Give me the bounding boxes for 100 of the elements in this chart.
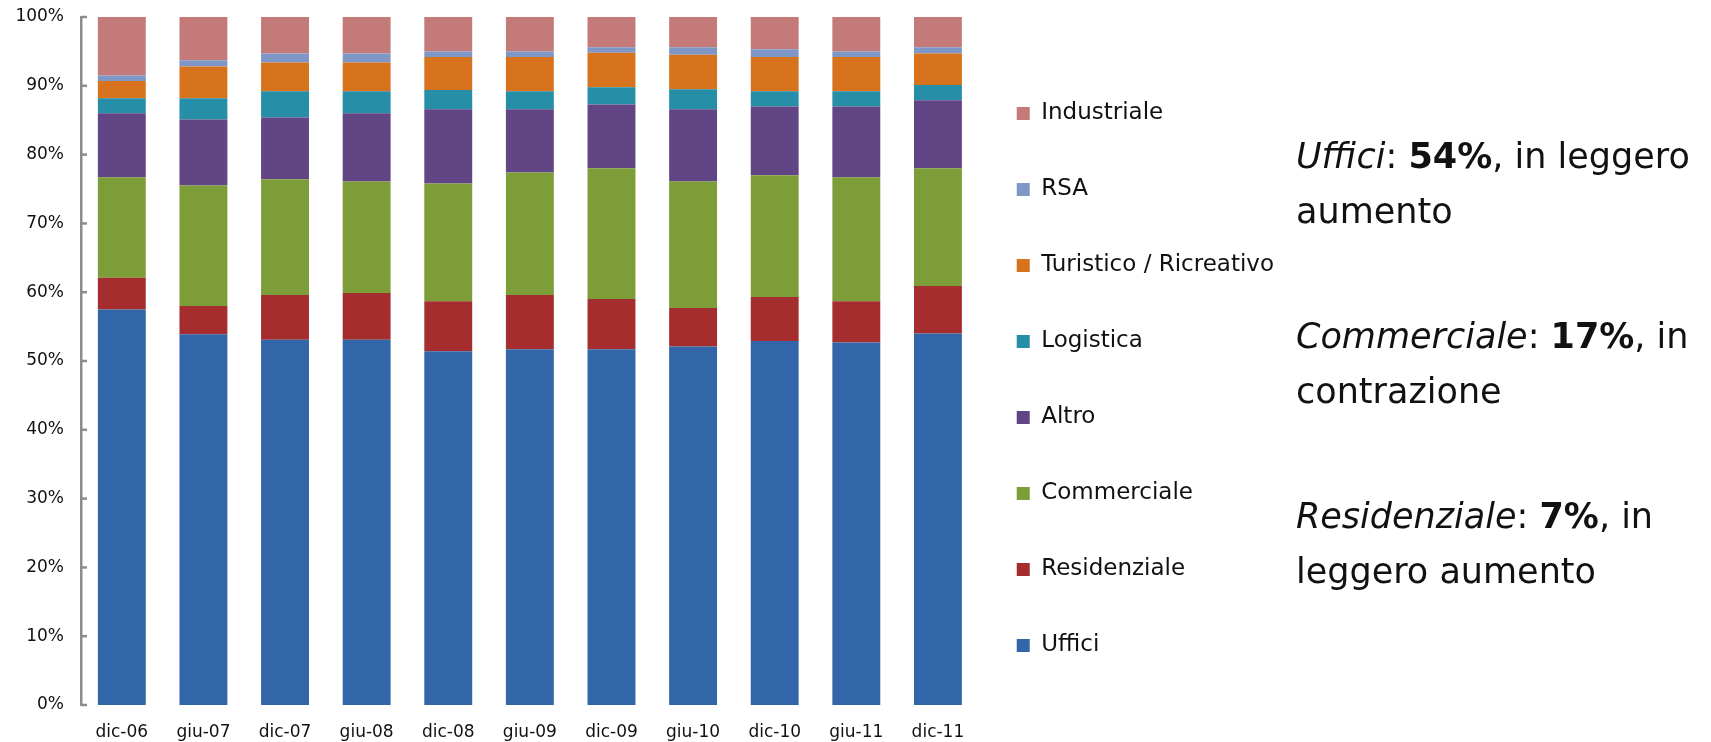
y-tick-label: 100% — [15, 5, 64, 26]
bar — [913, 168, 962, 287]
bar — [750, 49, 799, 57]
bar — [505, 91, 554, 110]
bar — [342, 181, 391, 293]
bar — [750, 341, 799, 705]
bar — [750, 56, 799, 92]
bar — [669, 47, 718, 55]
bar — [97, 277, 146, 310]
bar — [97, 80, 146, 99]
y-tick-label: 30% — [26, 487, 64, 508]
bar — [750, 17, 799, 50]
bar — [179, 17, 228, 61]
bar — [424, 351, 473, 705]
x-tick-label: dic-09 — [585, 720, 638, 741]
bar — [587, 349, 636, 705]
x-tick-label: dic-11 — [911, 720, 965, 741]
bar — [587, 52, 636, 88]
x-tick-label: dic-10 — [748, 720, 802, 741]
bar — [97, 75, 146, 81]
bar — [342, 53, 391, 63]
text: Commerciale: 17%, in contrazione — [1296, 316, 1689, 411]
bar — [913, 100, 962, 169]
bar — [669, 181, 718, 309]
bar — [587, 104, 636, 169]
x-tick-label: giu-07 — [176, 720, 231, 741]
legend-label: Industriale — [1041, 98, 1164, 125]
text: Uffici: 54%, in leggero aumento — [1296, 136, 1690, 231]
bar — [669, 17, 718, 48]
bar — [179, 305, 228, 335]
bar — [913, 286, 962, 334]
bar — [505, 56, 554, 92]
bar — [832, 106, 881, 178]
bar — [261, 53, 309, 63]
bar — [179, 98, 228, 120]
bar — [424, 109, 473, 184]
y-tick-label: 90% — [26, 74, 64, 95]
bar — [587, 299, 636, 350]
bar — [424, 183, 473, 302]
bar — [587, 47, 636, 53]
x-tick-label: giu-11 — [829, 720, 884, 741]
bar — [832, 177, 881, 302]
bar — [342, 62, 391, 92]
bar — [505, 294, 554, 350]
bar — [832, 51, 881, 57]
legend-label: Turistico / Ricreativo — [1040, 250, 1274, 277]
legend-label: Residenziale — [1041, 554, 1186, 581]
legend-label: Logistica — [1041, 326, 1143, 353]
bar — [424, 51, 473, 57]
bar — [505, 172, 554, 295]
bar — [342, 113, 391, 182]
bar — [179, 66, 228, 99]
bar — [179, 185, 228, 306]
y-tick-label: 50% — [26, 349, 64, 370]
x-tick-label: giu-10 — [666, 720, 721, 741]
bar — [505, 17, 554, 52]
bar — [669, 308, 718, 347]
bar — [669, 346, 718, 705]
x-tick-label: giu-08 — [339, 720, 394, 741]
y-tick-label: 80% — [26, 143, 64, 164]
bar — [97, 309, 146, 705]
bar — [587, 17, 636, 48]
bar — [261, 339, 309, 705]
bar — [261, 62, 309, 92]
bar — [913, 17, 962, 48]
bar — [342, 91, 391, 114]
bar — [424, 89, 473, 110]
bar — [97, 177, 146, 278]
bar — [832, 17, 881, 52]
bar — [750, 91, 799, 107]
bar — [832, 301, 881, 343]
bar — [342, 292, 391, 340]
y-tick-label: 60% — [26, 280, 64, 301]
bar — [832, 56, 881, 92]
bar — [424, 301, 473, 352]
x-tick-label: dic-07 — [258, 720, 312, 741]
bar — [750, 297, 799, 342]
bar — [179, 119, 228, 186]
bar — [832, 91, 881, 107]
bar — [587, 168, 636, 300]
bar — [179, 334, 228, 705]
bar — [179, 60, 228, 67]
legend-label: Uffici — [1041, 630, 1100, 657]
bar — [913, 85, 962, 101]
bar — [261, 179, 309, 295]
bar — [913, 53, 962, 86]
bar — [97, 113, 146, 178]
bar — [261, 117, 309, 180]
bar — [669, 54, 718, 90]
bar — [750, 106, 799, 176]
bar — [669, 109, 718, 182]
bar — [261, 91, 309, 118]
y-tick-label: 10% — [26, 624, 64, 645]
y-tick-label: 20% — [26, 555, 64, 576]
bar — [832, 342, 881, 705]
y-tick-label: 40% — [26, 418, 64, 439]
bar — [505, 109, 554, 173]
bar — [342, 17, 391, 54]
legend-label: Altro — [1041, 402, 1096, 429]
bar — [505, 51, 554, 57]
